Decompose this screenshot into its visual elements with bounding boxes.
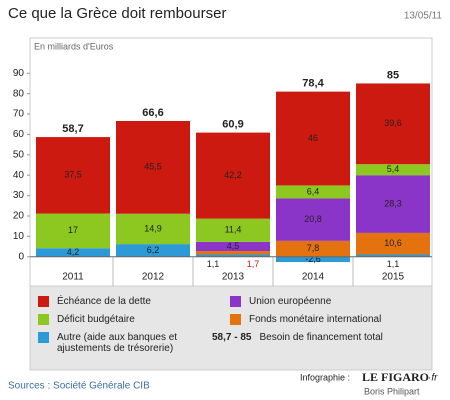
date: 13/05/11 xyxy=(404,11,443,22)
y-tick-label: 80 xyxy=(13,88,25,99)
bar-segment xyxy=(36,137,110,214)
bar-segment xyxy=(36,213,110,249)
x-tick-label: 2014 xyxy=(302,272,325,283)
data-label: 28,3 xyxy=(384,198,402,208)
y-tick-label: 40 xyxy=(13,170,25,181)
legend-item: Union européenne xyxy=(230,296,331,307)
legend-label: Autre (aide aux banques et ajustements d… xyxy=(57,332,178,354)
bar-segment xyxy=(276,240,350,257)
y-tick-label: 90 xyxy=(13,68,25,79)
total-label: 58,7 xyxy=(62,123,83,135)
bar-segment xyxy=(196,241,270,252)
total-label: 85 xyxy=(387,69,399,81)
legend-swatch xyxy=(230,296,241,307)
legend-range: 58,7 - 85 xyxy=(212,332,252,343)
data-label: 37,5 xyxy=(64,170,82,180)
legend-item: 58,7 - 85 Besoin de financement total xyxy=(212,332,383,343)
bar-segment xyxy=(356,83,430,165)
bar-segment xyxy=(356,175,430,233)
data-label: 45,5 xyxy=(144,162,162,172)
y-tick-label: 30 xyxy=(13,190,25,201)
data-label: 1,1 xyxy=(387,259,400,269)
bar-segment xyxy=(196,132,270,219)
total-label: 66,6 xyxy=(142,107,163,119)
bar-segment xyxy=(356,254,430,257)
data-label: 11,4 xyxy=(225,225,242,235)
brand: LE FIGARO xyxy=(362,370,429,384)
data-label: 39,6 xyxy=(384,118,402,128)
y-axis-label: En milliards d'Euros xyxy=(34,41,114,51)
bar-segment xyxy=(356,232,430,255)
bar-segment xyxy=(276,256,350,263)
bar-segment xyxy=(276,91,350,186)
data-label: 1,1 xyxy=(207,259,220,269)
data-label: 6,2 xyxy=(147,245,160,255)
data-label: 6,4 xyxy=(307,186,320,196)
x-tick-label: 2013 xyxy=(222,272,245,283)
legend-swatch xyxy=(230,314,241,325)
legend-swatch xyxy=(38,314,49,325)
legend-label: Échéance de la dette xyxy=(57,296,151,307)
data-label: 46 xyxy=(308,133,318,143)
legend-label: Fonds monétaire international xyxy=(249,314,382,325)
data-label: 14,9 xyxy=(144,223,162,233)
data-label: 5,4 xyxy=(387,164,400,174)
data-label: 4,5 xyxy=(227,241,240,251)
source: Sources : Société Générale CIB xyxy=(8,381,150,392)
legend-swatch xyxy=(38,296,49,307)
bar-segment xyxy=(276,198,350,241)
data-label: 17 xyxy=(68,225,78,235)
x-tick-label: 2012 xyxy=(142,272,165,283)
legend-item: Fonds monétaire international xyxy=(230,314,381,325)
x-tick-label: 2015 xyxy=(382,272,405,283)
bar-segment xyxy=(116,244,190,257)
y-tick-label: 10 xyxy=(13,231,25,242)
legend-label: Besoin de financement total xyxy=(259,332,383,343)
bar-segment xyxy=(196,254,270,257)
data-label: 10,6 xyxy=(384,238,402,248)
bar-segment xyxy=(276,185,350,199)
y-tick-label: 50 xyxy=(13,149,25,160)
total-label: 60,9 xyxy=(222,119,243,131)
bar-segment xyxy=(196,218,270,242)
chart-title: Ce que la Grèce doit rembourser xyxy=(8,5,226,22)
data-label: 4,2 xyxy=(67,247,80,257)
y-tick-label: 0 xyxy=(18,251,24,262)
author: Boris Philipart xyxy=(364,386,420,396)
data-label: 7,8 xyxy=(307,243,320,253)
data-label: 42,2 xyxy=(224,170,242,180)
legend-label: Union européenne xyxy=(249,296,332,307)
y-tick-label: 70 xyxy=(13,109,25,120)
data-label: 1,7 xyxy=(247,259,260,269)
brand-suffix: ·fr xyxy=(428,373,438,384)
legend-item: Autre (aide aux banques et ajustements d… xyxy=(38,332,213,354)
bar-segment xyxy=(116,213,190,245)
bar-segment xyxy=(356,164,430,176)
data-label: 20,8 xyxy=(304,214,322,224)
legend-item: Échéance de la dette xyxy=(38,296,151,307)
bar-segment xyxy=(36,248,110,257)
credit: Infographie : xyxy=(300,372,350,382)
legend-swatch xyxy=(38,332,49,343)
bar-segment xyxy=(196,251,270,255)
legend-label: Déficit budgétaire xyxy=(57,314,135,325)
x-tick-label: 2011 xyxy=(62,272,84,283)
total-label: 78,4 xyxy=(302,78,324,90)
data-label: -2,6 xyxy=(305,254,321,264)
y-tick-label: 60 xyxy=(13,129,25,140)
bar-segment xyxy=(116,120,190,214)
legend-item: Déficit budgétaire xyxy=(38,314,135,325)
y-tick-label: 20 xyxy=(13,211,25,222)
